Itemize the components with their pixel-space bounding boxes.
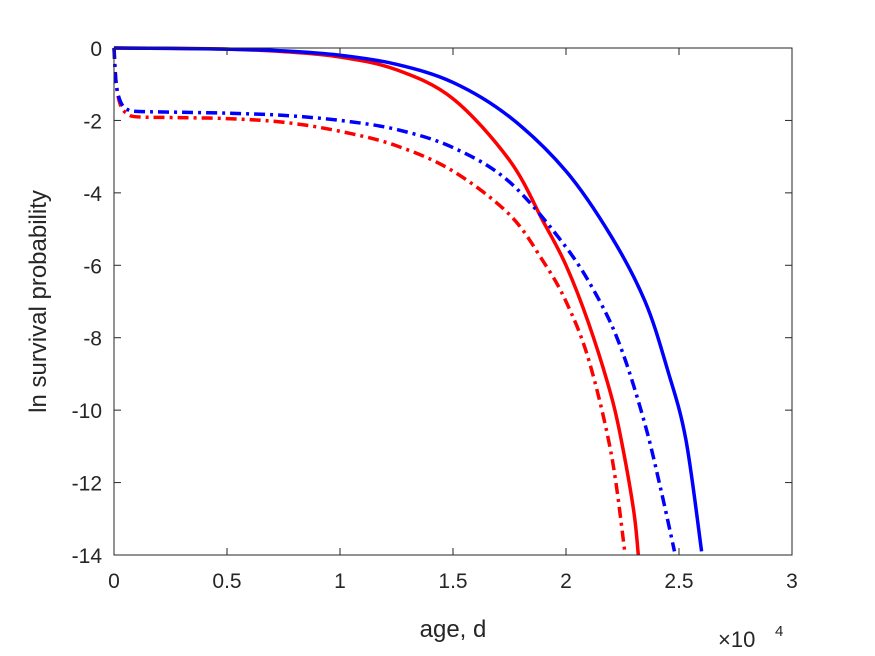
ticks [113,47,793,556]
y-tick-label: -12 [72,473,102,496]
y-tick-label: -6 [83,255,102,278]
x-tick-label: 0.5 [212,570,241,593]
x-tick-label: 3 [786,570,798,593]
series-line-red-dashdot [112,47,627,552]
x-tick-label: 0 [108,570,120,593]
y-tick-label: -2 [83,110,102,133]
y-tick-label: -4 [83,183,102,206]
y-axis-label: ln survival probability [25,190,52,413]
series-line-blue-solid [113,46,704,552]
x-multiplier-exponent: 4 [775,623,783,640]
x-axis-multiplier: ×10 4 [718,623,783,652]
x-tick-label: 1.5 [438,570,467,593]
plot-lines [112,46,704,556]
x-tick-label: 2.5 [664,570,693,593]
series-line-blue-dashdot [112,47,677,552]
x-tick-label: 2 [560,570,572,593]
y-tick-label: 0 [90,38,102,61]
x-axis-label: age, d [420,616,487,643]
y-tick-label: -14 [72,545,103,568]
x-multiplier-base: ×10 [718,627,755,652]
x-tick-label: 1 [334,570,346,593]
y-tick-label: -10 [72,400,102,423]
tick-labels: 0 0.5 1 1.5 2 2.5 3 0 -2 -4 -6 -8 -10 -12 -14 [72,38,798,593]
y-tick-label: -8 [83,328,102,351]
